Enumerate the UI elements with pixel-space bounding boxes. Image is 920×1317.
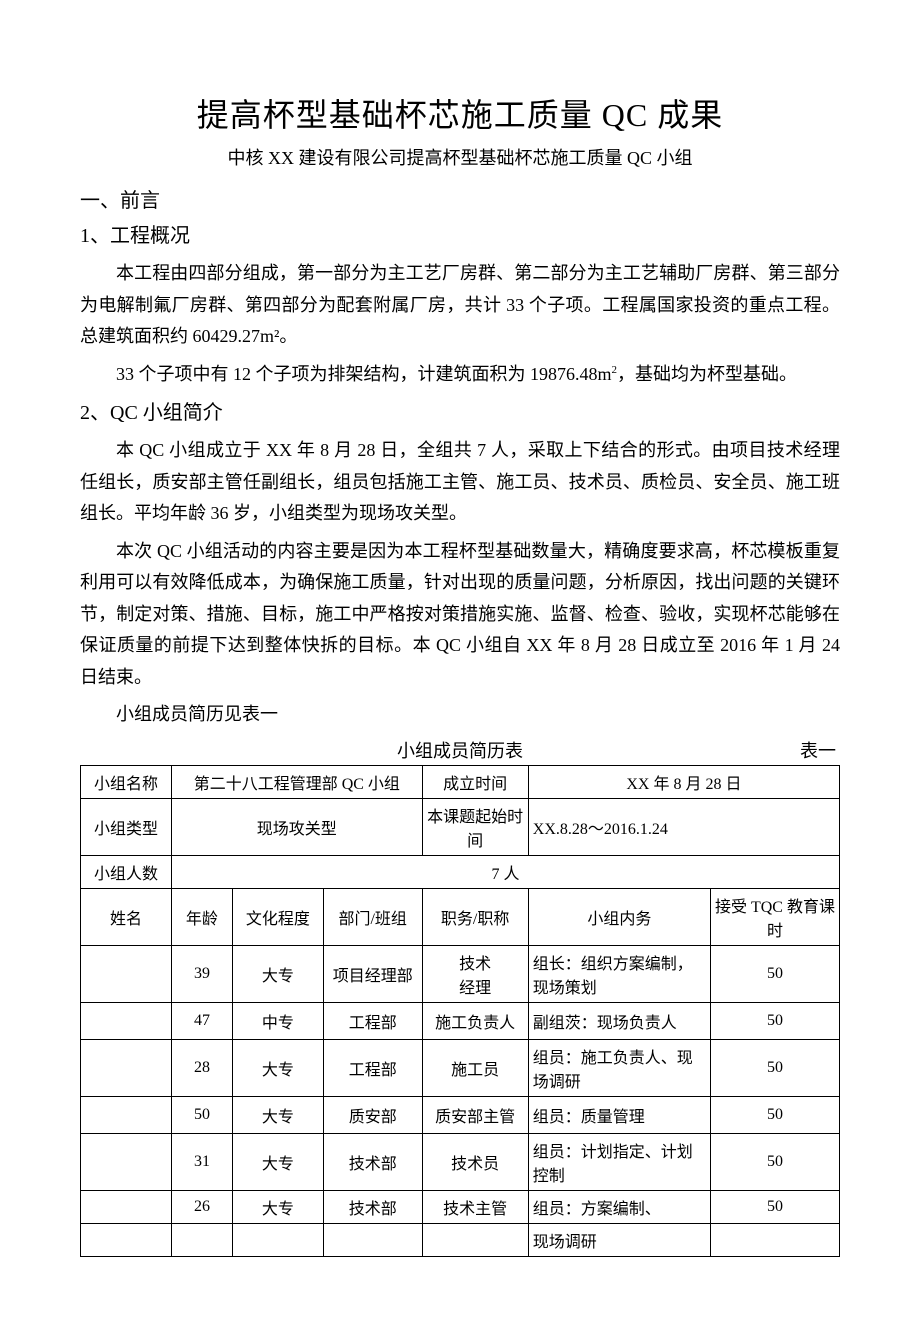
cell-name <box>81 1133 172 1190</box>
cell-empty <box>710 1223 839 1256</box>
doc-title: 提高杯型基础杯芯施工质量 QC 成果 <box>80 90 840 136</box>
cell-member-count-label: 小组人数 <box>81 855 172 888</box>
cell-founded-value: XX 年 8 月 28 日 <box>528 765 839 798</box>
cell-edu: 大专 <box>232 945 323 1002</box>
cell-hours: 50 <box>710 1039 839 1096</box>
section-heading-foreword: 一、前言 <box>80 184 840 213</box>
cell-role: 技术主管 <box>422 1190 528 1223</box>
cell-group-type-label: 小组类型 <box>81 798 172 855</box>
table-row-meta-1: 小组名称 第二十八工程管理部 QC 小组 成立时间 XX 年 8 月 28 日 <box>81 765 840 798</box>
col-edu: 文化程度 <box>232 888 323 945</box>
cell-dept: 技术部 <box>323 1190 422 1223</box>
cell-age: 47 <box>172 1002 233 1039</box>
subsection-heading-overview: 1、工程概况 <box>80 219 840 248</box>
table-row: 26 大专 技术部 技术主管 组员：方案编制、 50 <box>81 1190 840 1223</box>
cell-duty: 组员：质量管理 <box>528 1096 710 1133</box>
cell-group-type-value: 现场攻关型 <box>172 798 422 855</box>
table-label: 表一 <box>716 737 836 763</box>
cell-age: 31 <box>172 1133 233 1190</box>
para2-part-b: ，基础均为杯型基础。 <box>617 364 797 384</box>
paragraph-qc-1: 本 QC 小组成立于 XX 年 8 月 28 日，全组共 7 人，采取上下结合的… <box>80 435 840 530</box>
table-caption: 小组成员简历表 <box>204 737 716 763</box>
para2-part-a: 33 个子项中有 12 个子项为排架结构，计建筑面积为 19876.48m <box>116 364 612 384</box>
table-row: 47 中专 工程部 施工负责人 副组茨：现场负责人 50 <box>81 1002 840 1039</box>
paragraph-qc-2: 本次 QC 小组活动的内容主要是因为本工程杯型基础数量大，精确度要求高，杯芯模板… <box>80 536 840 694</box>
cell-role: 技术经理 <box>422 945 528 1002</box>
cell-duty: 组长：组织方案编制，现场策划 <box>528 945 710 1002</box>
cell-edu: 中专 <box>232 1002 323 1039</box>
cell-member-count-value: 7 人 <box>172 855 840 888</box>
cell-edu: 大专 <box>232 1133 323 1190</box>
paragraph-overview-1: 本工程由四部分组成，第一部分为主工艺厂房群、第二部分为主工艺辅助厂房群、第三部分… <box>80 258 840 353</box>
table-row-tail: 现场调研 <box>81 1223 840 1256</box>
cell-hours: 50 <box>710 1190 839 1223</box>
cell-name <box>81 945 172 1002</box>
cell-hours: 50 <box>710 1002 839 1039</box>
cell-edu: 大专 <box>232 1039 323 1096</box>
document-page: 提高杯型基础杯芯施工质量 QC 成果 中核 XX 建设有限公司提高杯型基础杯芯施… <box>0 0 920 1317</box>
table-row: 50 大专 质安部 质安部主管 组员：质量管理 50 <box>81 1096 840 1133</box>
cell-founded-label: 成立时间 <box>422 765 528 798</box>
cell-duty: 副组茨：现场负责人 <box>528 1002 710 1039</box>
col-name: 姓名 <box>81 888 172 945</box>
table-row: 31 大专 技术部 技术员 组员：计划指定、计划控制 50 <box>81 1133 840 1190</box>
cell-empty <box>81 1223 172 1256</box>
cell-duration-value: XX.8.28～2016.1.24 <box>528 798 839 855</box>
cell-role: 质安部主管 <box>422 1096 528 1133</box>
table-header-row: 姓名 年龄 文化程度 部门/班组 职务/职称 小组内务 接受 TQC 教育课时 <box>81 888 840 945</box>
doc-subtitle: 中核 XX 建设有限公司提高杯型基础杯芯施工质量 QC 小组 <box>80 144 840 170</box>
cell-age: 28 <box>172 1039 233 1096</box>
cell-empty <box>323 1223 422 1256</box>
paragraph-overview-2: 33 个子项中有 12 个子项为排架结构，计建筑面积为 19876.48m2，基… <box>80 359 840 391</box>
cell-age: 39 <box>172 945 233 1002</box>
cell-duty: 组员：计划指定、计划控制 <box>528 1133 710 1190</box>
table-caption-row: 小组成员简历表 表一 <box>84 737 836 763</box>
cell-age: 26 <box>172 1190 233 1223</box>
cell-name <box>81 1002 172 1039</box>
col-age: 年龄 <box>172 888 233 945</box>
col-role: 职务/职称 <box>422 888 528 945</box>
member-table: 小组名称 第二十八工程管理部 QC 小组 成立时间 XX 年 8 月 28 日 … <box>80 765 840 1257</box>
cell-dept: 工程部 <box>323 1039 422 1096</box>
cell-edu: 大专 <box>232 1190 323 1223</box>
col-duty: 小组内务 <box>528 888 710 945</box>
table-row-meta-3: 小组人数 7 人 <box>81 855 840 888</box>
cell-role: 技术员 <box>422 1133 528 1190</box>
col-dept: 部门/班组 <box>323 888 422 945</box>
cell-dept: 工程部 <box>323 1002 422 1039</box>
cell-empty <box>172 1223 233 1256</box>
cell-group-name-label: 小组名称 <box>81 765 172 798</box>
table-row: 28 大专 工程部 施工员 组员：施工负责人、现场调研 50 <box>81 1039 840 1096</box>
cell-duty: 组员：施工负责人、现场调研 <box>528 1039 710 1096</box>
cell-name <box>81 1039 172 1096</box>
cell-hours: 50 <box>710 1133 839 1190</box>
cell-age: 50 <box>172 1096 233 1133</box>
cell-role: 施工负责人 <box>422 1002 528 1039</box>
cell-duration-label: 本课题起始时间 <box>422 798 528 855</box>
col-hours: 接受 TQC 教育课时 <box>710 888 839 945</box>
cell-dept: 质安部 <box>323 1096 422 1133</box>
paragraph-qc-3: 小组成员简历见表一 <box>80 699 840 731</box>
cell-group-name-value: 第二十八工程管理部 QC 小组 <box>172 765 422 798</box>
cell-duty-tail: 现场调研 <box>528 1223 710 1256</box>
cell-hours: 50 <box>710 1096 839 1133</box>
cell-empty <box>422 1223 528 1256</box>
cell-edu: 大专 <box>232 1096 323 1133</box>
cell-hours: 50 <box>710 945 839 1002</box>
table-caption-spacer <box>84 737 204 763</box>
cell-name <box>81 1190 172 1223</box>
table-row: 39 大专 项目经理部 技术经理 组长：组织方案编制，现场策划 50 <box>81 945 840 1002</box>
cell-duty: 组员：方案编制、 <box>528 1190 710 1223</box>
table-row-meta-2: 小组类型 现场攻关型 本课题起始时间 XX.8.28～2016.1.24 <box>81 798 840 855</box>
subsection-heading-qc-intro: 2、QC 小组简介 <box>80 396 840 425</box>
cell-name <box>81 1096 172 1133</box>
cell-dept: 项目经理部 <box>323 945 422 1002</box>
cell-empty <box>232 1223 323 1256</box>
cell-role: 施工员 <box>422 1039 528 1096</box>
cell-dept: 技术部 <box>323 1133 422 1190</box>
